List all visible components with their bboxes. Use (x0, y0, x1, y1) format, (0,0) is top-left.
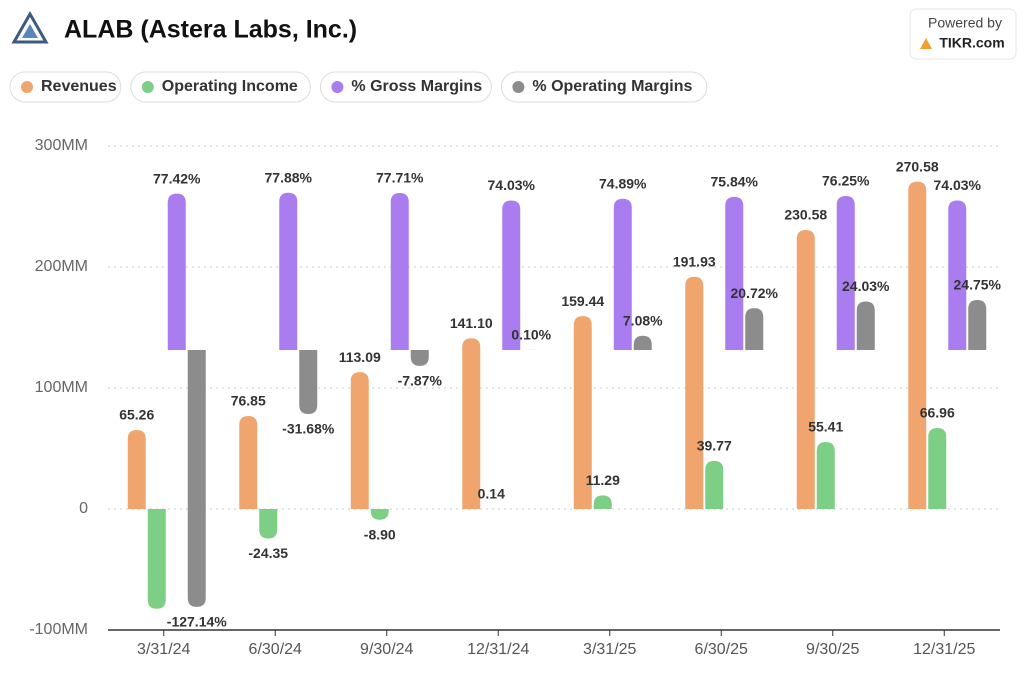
bar (371, 509, 389, 520)
data-label: 66.96 (920, 405, 955, 421)
data-label: 191.93 (673, 253, 716, 269)
data-label: 270.58 (896, 158, 939, 174)
bar (391, 193, 409, 350)
x-tick-label: 6/30/24 (249, 641, 302, 658)
x-tick-label: 12/31/24 (467, 641, 529, 658)
legend-swatch (331, 81, 343, 93)
data-label: 39.77 (697, 438, 732, 454)
y-tick-label: -100MM (29, 621, 88, 638)
x-tick-label: 6/30/25 (695, 641, 748, 658)
bar (705, 461, 723, 509)
bar (837, 196, 855, 350)
data-label: 76.85 (231, 393, 266, 409)
y-tick-label: 200MM (35, 258, 88, 275)
x-tick-label: 12/31/25 (913, 641, 975, 658)
bar (239, 416, 257, 509)
data-label: 74.89% (599, 175, 647, 191)
bar (745, 308, 763, 350)
legend-label: Operating Income (162, 78, 298, 95)
data-label: 11.29 (586, 472, 620, 488)
bar (168, 194, 186, 350)
bar (948, 200, 966, 350)
data-label: 77.42% (153, 170, 201, 186)
data-label: 0.10% (511, 327, 551, 343)
data-label: 75.84% (711, 174, 759, 190)
legend-label: % Operating Margins (532, 78, 692, 95)
legend-swatch (21, 81, 33, 93)
data-label: 159.44 (561, 293, 604, 309)
data-label: -8.90 (364, 526, 396, 542)
chart-title: ALAB (Astera Labs, Inc.) (64, 16, 357, 44)
bar (725, 197, 743, 350)
x-tick-label: 3/31/25 (583, 641, 636, 658)
bar (259, 509, 277, 538)
data-label: 230.58 (784, 207, 827, 223)
x-tick-label: 3/31/24 (137, 641, 190, 658)
bar (634, 336, 652, 350)
y-tick-label: 300MM (35, 137, 88, 154)
bar (685, 277, 703, 509)
x-tick-label: 9/30/24 (360, 641, 413, 658)
brand: TIKR.com (939, 35, 1004, 51)
data-label: 77.88% (265, 169, 313, 185)
y-tick-label: 0 (79, 500, 88, 517)
bar (188, 350, 206, 607)
data-label: 74.03% (934, 177, 982, 193)
bar (857, 301, 875, 350)
data-label: 7.08% (623, 312, 663, 328)
data-label: 77.71% (376, 170, 424, 186)
data-label: 76.25% (822, 173, 870, 189)
bar (279, 193, 297, 350)
data-label: -127.14% (167, 614, 227, 630)
legend-swatch (142, 81, 154, 93)
bar (411, 350, 429, 366)
bar (462, 338, 480, 509)
data-label: -31.68% (282, 421, 335, 437)
x-tick-label: 9/30/25 (806, 641, 859, 658)
powered-by: Powered by (928, 15, 1002, 31)
data-label: 65.26 (119, 407, 154, 423)
data-label: 24.03% (842, 278, 890, 294)
legend-swatch (512, 81, 524, 93)
bar (928, 428, 946, 509)
legend-label: % Gross Margins (351, 78, 482, 95)
bar (968, 300, 986, 350)
legend-label: Revenues (41, 78, 117, 95)
bar (299, 350, 317, 414)
data-label: 24.75% (954, 277, 1002, 293)
logo (14, 14, 46, 42)
data-label: -24.35 (248, 545, 288, 561)
bar (817, 442, 835, 509)
data-label: 113.09 (339, 349, 381, 365)
data-label: 20.72% (731, 285, 779, 301)
data-label: 0.14 (478, 486, 505, 502)
bar (908, 182, 926, 509)
bar (351, 372, 369, 509)
data-label: 74.03% (488, 177, 536, 193)
data-label: 55.41 (808, 419, 843, 435)
data-label: 141.10 (450, 315, 493, 331)
bar (148, 509, 166, 609)
bar (594, 495, 612, 509)
data-label: -7.87% (398, 373, 443, 389)
y-tick-label: 100MM (35, 379, 88, 396)
bar (128, 430, 146, 509)
bar (797, 230, 815, 509)
